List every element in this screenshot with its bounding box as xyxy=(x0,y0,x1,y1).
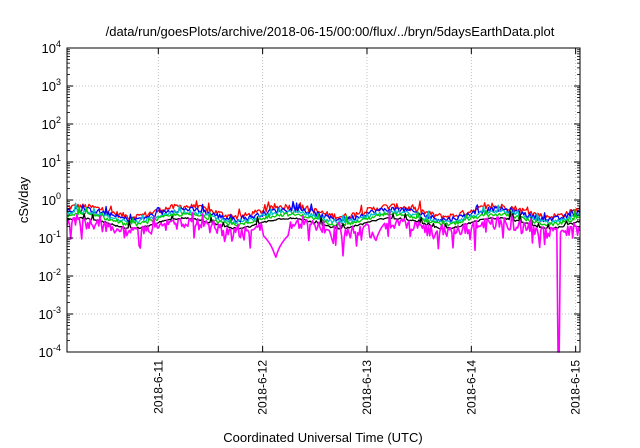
x-tick-label: 2018-6-12 xyxy=(256,360,270,415)
series-line xyxy=(66,202,581,225)
x-tick-label: 2018-6-15 xyxy=(569,360,583,415)
grid xyxy=(67,48,580,352)
plot-frame xyxy=(66,47,581,353)
y-tick-label: 10-3 xyxy=(39,305,61,322)
y-tick-label: 103 xyxy=(42,77,61,94)
y-tick-label: 10-2 xyxy=(39,267,61,284)
x-axis: 2018-6-11 2018-6-12 2018-6-13 2018-6-14 2018… xyxy=(151,48,583,415)
y-tick-label: 104 xyxy=(42,39,61,56)
x-tick-label: 2018-6-11 xyxy=(151,360,165,414)
y-tick-label: 10-4 xyxy=(39,343,61,360)
series-layer xyxy=(66,200,581,353)
series-line xyxy=(66,209,581,353)
y-tick-label: 100 xyxy=(42,191,61,208)
y-tick-label: 102 xyxy=(42,115,61,132)
chart-title: /data/run/goesPlots/archive/2018-06-15/0… xyxy=(106,24,555,39)
x-axis-label: Coordinated Universal Time (UTC) xyxy=(223,430,422,445)
y-tick-label: 101 xyxy=(42,153,61,170)
y-tick-label: 10-1 xyxy=(39,229,61,246)
y-axis-label: cSv/day xyxy=(16,176,31,223)
y-axis: 10-4 10-3 10-2 10-1 100 101 102 103 104 xyxy=(39,39,580,360)
x-tick-label: 2018-6-14 xyxy=(464,360,478,415)
x-tick-label: 2018-6-13 xyxy=(360,360,374,415)
